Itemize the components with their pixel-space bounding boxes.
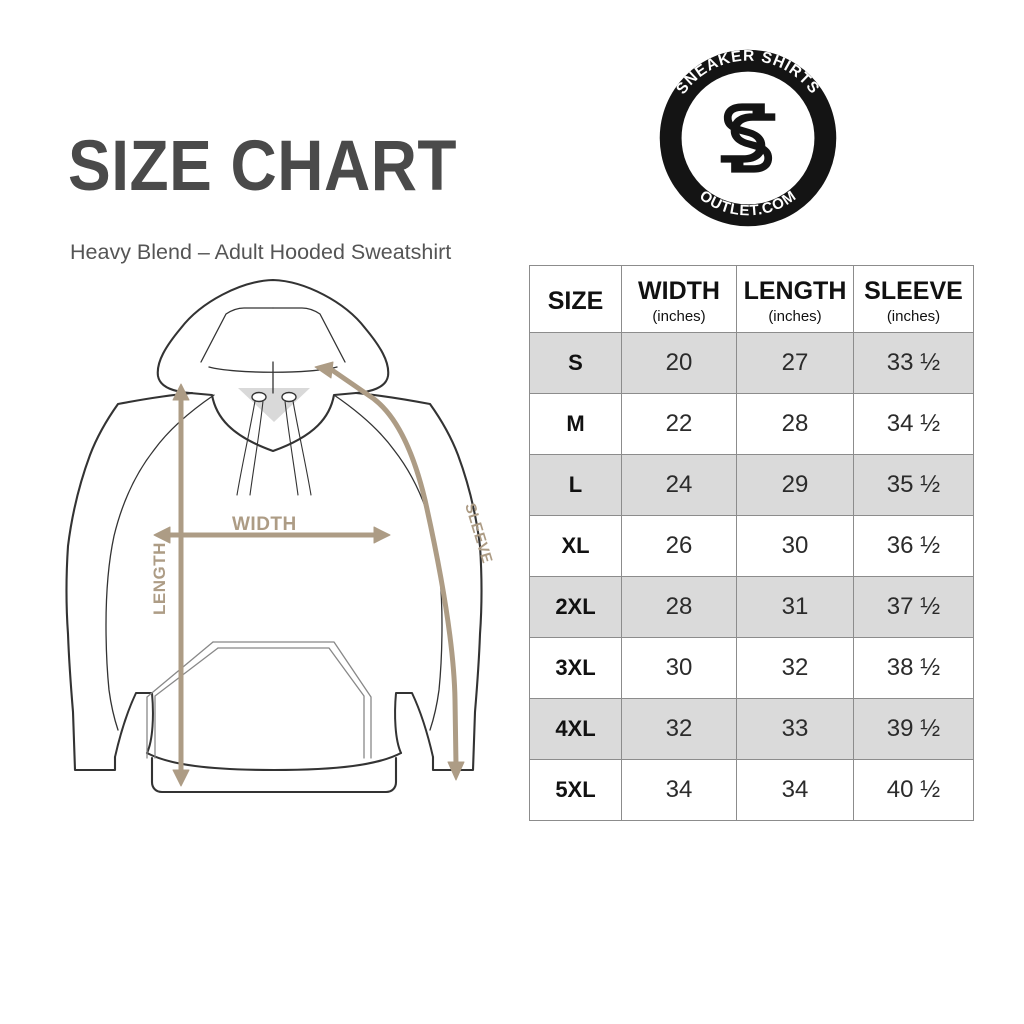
svg-text:LENGTH: LENGTH — [150, 542, 169, 615]
svg-text:WIDTH: WIDTH — [232, 514, 297, 535]
